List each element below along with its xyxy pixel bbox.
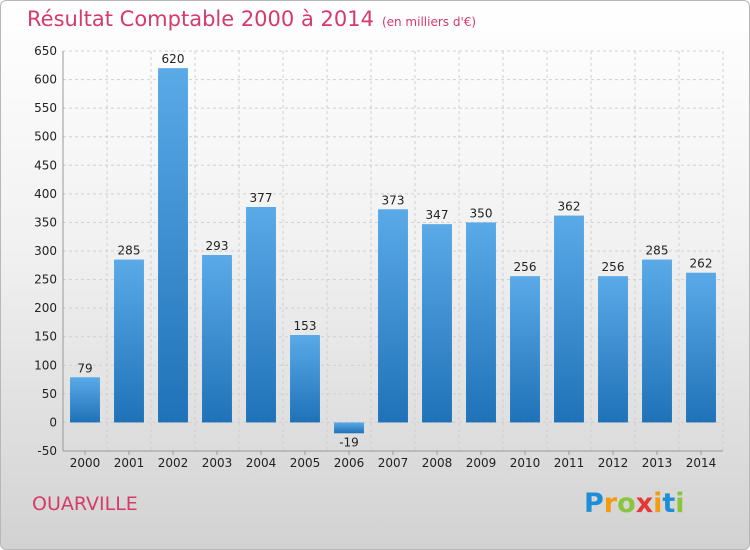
x-tick-label-2014: 2014 [686,456,717,470]
data-label-2013: 285 [646,244,669,258]
x-tick-label-2002: 2002 [158,456,189,470]
logo-letter: r [603,488,618,519]
y-tick-label: 150 [34,330,57,344]
data-label-2011: 362 [558,200,581,214]
y-tick-label: 100 [34,358,57,372]
data-label-2000: 79 [77,361,92,375]
x-tick-label-2003: 2003 [202,456,233,470]
proxiti-logo: Proxiti [584,488,685,519]
data-label-2001: 285 [118,244,141,258]
label-layer: 79 285 620 293 377 153 -19 373 347 350 256 362 256 28… [77,52,712,449]
logo-letter: x [635,488,654,519]
bar-2014 [686,272,716,423]
bar-2000 [70,377,100,423]
x-tick-label-2006: 2006 [334,456,365,470]
y-tick-label: 500 [34,130,57,144]
logo-letter: t [662,488,676,519]
data-label-2004: 377 [250,191,273,205]
bar-2005 [290,335,320,423]
x-tick-label-2001: 2001 [114,456,145,470]
x-tick-label-2010: 2010 [510,456,541,470]
location-name: OUARVILLE [32,493,138,515]
bar-2001 [114,259,144,423]
y-tick-label: 50 [42,387,57,401]
y-tick-label: 600 [34,73,57,87]
bar-2007 [378,209,408,423]
chart-subtitle: (en milliers d'€) [381,15,477,29]
bar-2006 [334,422,364,434]
x-tick-label-2007: 2007 [378,456,409,470]
chart-title: Résultat Comptable 2000 à 2014 (en millie… [27,7,476,31]
bar-2013 [642,259,672,423]
data-label-2003: 293 [206,239,229,253]
x-tick-label-2013: 2013 [642,456,673,470]
data-label-2002: 620 [162,52,185,66]
data-label-2007: 373 [382,193,405,207]
bar-2008 [422,224,452,423]
bar-2003 [202,255,232,423]
y-tick-label: 300 [34,244,57,258]
x-tick-label-2005: 2005 [290,456,321,470]
chart-title-text: Résultat Comptable 2000 à 2014 [27,7,374,31]
y-tick-label: 450 [34,158,57,172]
x-tick-label-2008: 2008 [422,456,453,470]
logo-letter: o [617,488,636,519]
bar-2009 [466,222,496,423]
bar-2010 [510,276,540,423]
y-tick-label: -50 [37,444,57,458]
data-label-2005: 153 [294,319,317,333]
y-tick-label: 0 [49,415,57,429]
y-tick-label: 250 [34,273,57,287]
bar-2004 [246,207,276,423]
y-tick-label: 650 [34,44,57,58]
x-tick-label-2000: 2000 [70,456,101,470]
y-tick-label: 200 [34,301,57,315]
data-label-2009: 350 [470,206,493,220]
data-label-2008: 347 [426,208,449,222]
logo-letter: i [675,488,685,519]
y-tick-label: 550 [34,101,57,115]
x-tick-label-2009: 2009 [466,456,497,470]
axis-layer: -50 0 50 100 150 200 250 300 350 400 450 500 550 600 6… [34,44,723,470]
y-tick-label: 350 [34,215,57,229]
bar-2002 [158,68,188,423]
x-tick-label-2004: 2004 [246,456,277,470]
bar-2012 [598,276,628,423]
data-label-2012: 256 [602,260,625,274]
data-label-2006: -19 [339,435,359,449]
bar-2011 [554,215,584,423]
y-tick-label: 400 [34,187,57,201]
x-tick-label-2011: 2011 [554,456,585,470]
data-label-2014: 262 [690,257,713,271]
x-tick-label-2012: 2012 [598,456,629,470]
logo-letter: i [653,488,663,519]
logo-letter: P [584,488,604,519]
bar-layer [70,68,716,434]
data-label-2010: 256 [514,260,537,274]
